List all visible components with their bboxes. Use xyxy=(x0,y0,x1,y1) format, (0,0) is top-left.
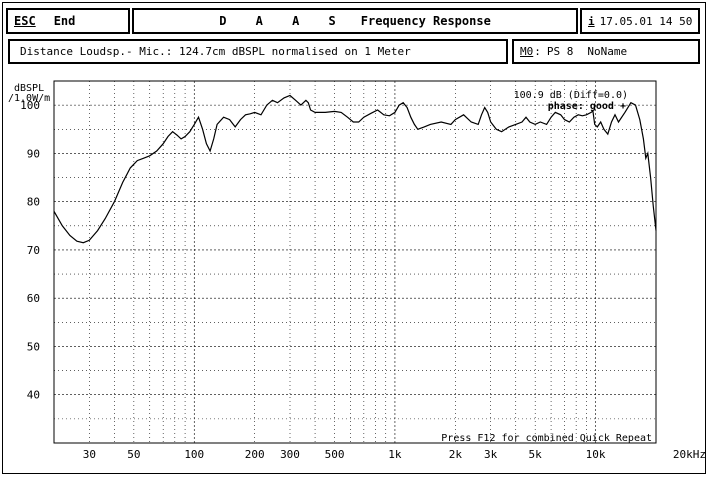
x-tick-label: 10k xyxy=(586,448,606,461)
phase-status: phase: good + xyxy=(548,101,626,112)
y-tick-label: 60 xyxy=(27,292,40,305)
y-tick-label: 40 xyxy=(27,389,40,402)
app-name: D A A S xyxy=(219,14,347,28)
x-tick-label: 1k xyxy=(388,448,402,461)
grid-major xyxy=(54,81,656,443)
esc-end-button[interactable]: ESC End xyxy=(6,8,130,34)
info-datetime-button[interactable]: i 17.05.01 14 50 xyxy=(580,8,700,34)
measurement-info-bar: Distance Loudsp.- Mic.: 124.7cm dBSPL no… xyxy=(8,39,508,64)
window-frame xyxy=(2,2,706,474)
x-tick-label: 50 xyxy=(127,448,140,461)
y-tick-label: 100 xyxy=(20,99,40,112)
frequency-response-line xyxy=(53,94,657,244)
measurement-description: Distance Loudsp.- Mic.: 124.7cm dBSPL no… xyxy=(20,45,411,58)
x-tick-label: 2k xyxy=(449,448,463,461)
y-tick-label: 80 xyxy=(27,196,40,209)
esc-key-label: ESC xyxy=(14,14,36,28)
axis-labels: 40 50 60 70 80 90 100 30 50 100 200 300 500 1k 2k 3k 5k 1… xyxy=(20,99,706,461)
x-tick-label: 100 xyxy=(184,448,204,461)
x-tick-label: 20kHz xyxy=(673,448,706,461)
x-tick-label: 500 xyxy=(325,448,345,461)
x-tick-label: 200 xyxy=(245,448,265,461)
y-tick-label: 50 xyxy=(27,340,40,353)
y-tick-label: 70 xyxy=(27,244,40,257)
y-axis-label-line1: dBSPL xyxy=(14,83,44,94)
x-tick-label: 3k xyxy=(484,448,498,461)
x-tick-label: 300 xyxy=(280,448,300,461)
memory-slot-label: M0 xyxy=(520,45,534,58)
title-bar: D A A S Frequency Response xyxy=(132,8,578,34)
program-label: PS 8 xyxy=(546,45,574,58)
esc-action-label: End xyxy=(53,14,76,28)
hint-text: Press F12 for combined Quick Repeat xyxy=(441,433,652,444)
datetime-label: 17.05.01 14 50 xyxy=(599,14,693,28)
page-title: Frequency Response xyxy=(360,14,491,28)
level-readout: 100.9 dB (Diff=0.0) xyxy=(514,90,628,101)
measurement-name: NoName xyxy=(587,45,628,58)
x-tick-label: 30 xyxy=(83,448,96,461)
grid-minor xyxy=(54,81,656,443)
y-tick-label: 90 xyxy=(27,147,40,160)
y-axis-label-line2: /1.0W/m xyxy=(8,93,50,104)
memory-slot-separator: : xyxy=(534,45,541,58)
x-tick-label: 5k xyxy=(529,448,543,461)
plot-area xyxy=(53,80,657,444)
info-key-label: i xyxy=(588,14,595,28)
memory-slot-button[interactable]: M0: PS 8 NoName xyxy=(512,39,700,64)
